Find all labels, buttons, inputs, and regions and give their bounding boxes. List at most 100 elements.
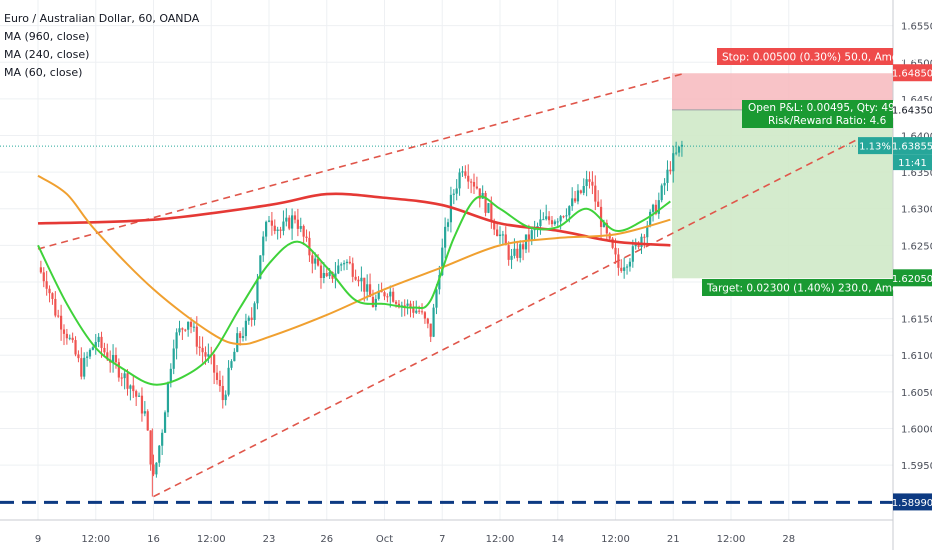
candle-body (80, 358, 83, 377)
x-tick-label: 26 (320, 534, 333, 545)
candle-body (579, 190, 582, 193)
target-price-tag: 1.62050 (892, 274, 932, 285)
candle-body (363, 277, 366, 292)
candle-body (94, 341, 97, 348)
candle-body (181, 328, 184, 330)
candle-body (522, 244, 525, 250)
candle-body (519, 244, 522, 258)
candle-body (187, 321, 190, 330)
candle-body (221, 385, 224, 401)
candle-body (386, 296, 389, 298)
candle-body (259, 255, 262, 279)
candle-body (218, 379, 222, 386)
candle-body (602, 222, 606, 227)
candle-body (568, 206, 571, 216)
candle-body (675, 152, 678, 154)
change-tag-bg (858, 137, 892, 155)
candle-body (314, 258, 317, 264)
candle-body (475, 186, 478, 189)
x-tick-label: 12:00 (601, 534, 630, 545)
candle-body (129, 385, 132, 389)
stop-price-tag-bg (893, 64, 932, 82)
candle-body (657, 200, 660, 214)
candle-body (441, 247, 444, 276)
candle-body (392, 291, 395, 302)
candles (39, 140, 684, 497)
candle-body (493, 221, 496, 230)
candle-body (472, 182, 476, 187)
candle-body (192, 326, 196, 328)
price-tags: Stop: 0.00500 (0.30%) 50.0, Amount Target… (702, 48, 932, 511)
countdown-tag: 11:41 (898, 158, 927, 169)
pnl-label-bg (742, 100, 893, 128)
x-tick-label: 14 (551, 534, 564, 545)
candle-body (415, 310, 418, 313)
candle-body (654, 204, 658, 214)
stop-price-tag: 1.64850 (892, 69, 932, 80)
y-tick-label: 1.62500 (901, 241, 932, 252)
candle-body (296, 219, 299, 229)
candle-body (279, 229, 282, 231)
candle-body (458, 172, 461, 189)
candle-body (360, 277, 363, 282)
candle-body (342, 263, 346, 265)
candle-body (155, 462, 158, 475)
candle-body (253, 303, 256, 320)
candle-body (337, 265, 340, 274)
x-tick-label: 16 (147, 534, 160, 545)
y-tick-label: 1.60000 (901, 424, 932, 435)
x-tick-label: 12:00 (81, 534, 110, 545)
candle-body (201, 347, 204, 353)
y-tick-label: 1.59500 (901, 461, 932, 472)
candle-body (368, 284, 372, 297)
candle-body (620, 267, 623, 271)
candle-body (663, 182, 666, 186)
candle-body (625, 266, 629, 268)
legend-ma960[interactable]: MA (960, close) (4, 30, 90, 43)
candle-body (305, 236, 308, 238)
candle-body (628, 261, 632, 267)
candle-body (311, 255, 314, 264)
candle-body (207, 354, 210, 357)
candle-body (135, 391, 138, 397)
ma960-line (37, 192, 671, 247)
candle-body (250, 317, 253, 320)
candle-body (354, 276, 357, 280)
candle-body (576, 190, 580, 202)
candle-body (559, 216, 562, 222)
candle-body (438, 275, 441, 290)
candle-body (106, 352, 109, 360)
candle-body (302, 226, 305, 237)
y-tick-label: 1.65500 (901, 22, 932, 33)
candle-body (573, 198, 577, 202)
candle-body (452, 193, 455, 195)
candle-body (605, 222, 608, 234)
candle-body (175, 332, 178, 349)
candle-body (328, 272, 331, 277)
candle-body (308, 237, 311, 256)
x-tick-label: 28 (782, 534, 795, 545)
legend-title: Euro / Australian Dollar, 60, OANDA (4, 12, 200, 25)
candle-body (88, 349, 92, 357)
candle-body (325, 272, 328, 277)
candle-body (507, 245, 510, 260)
candle-body (585, 179, 588, 187)
candle-body (149, 430, 152, 465)
support-price-tag-bg (893, 493, 932, 511)
candle-body (536, 226, 539, 228)
y-tick-label: 1.65000 (901, 58, 932, 69)
candle-body (322, 272, 325, 278)
candle-body (490, 203, 493, 222)
candle-body (126, 373, 129, 389)
legend-ma240[interactable]: MA (240, close) (4, 48, 90, 61)
candle-body (348, 261, 351, 264)
x-tick-label: 12:00 (486, 534, 515, 545)
x-tick-label: 12:00 (197, 534, 226, 545)
candle-body (158, 445, 161, 463)
candle-body (649, 211, 652, 226)
legend-ma60[interactable]: MA (60, close) (4, 66, 83, 79)
candle-body (591, 181, 594, 186)
candle-body (669, 169, 672, 172)
candle-body (68, 337, 71, 339)
